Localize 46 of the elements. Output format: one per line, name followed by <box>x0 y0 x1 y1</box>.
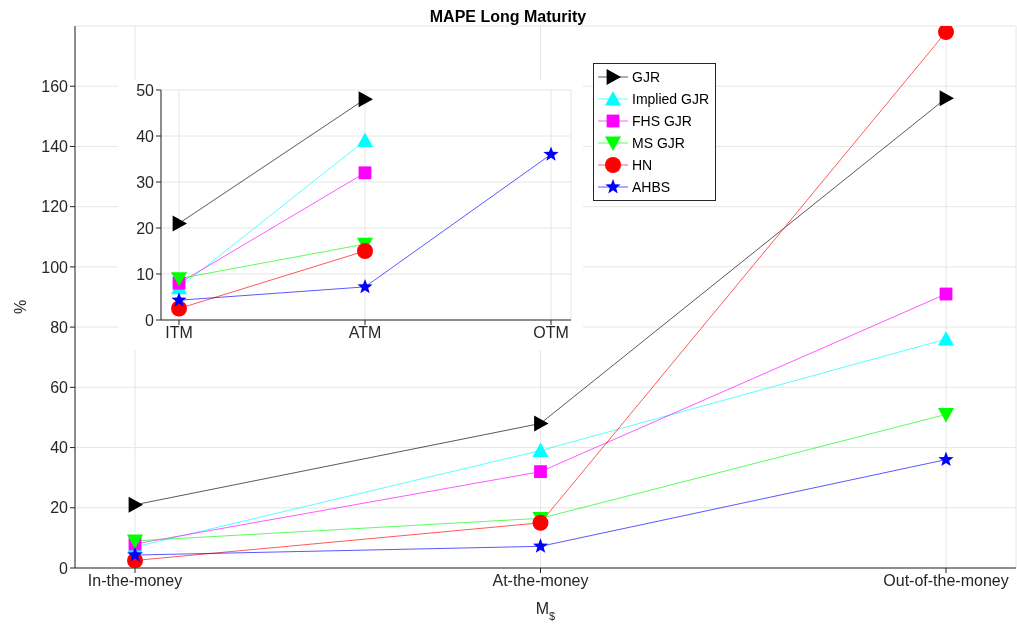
point <box>939 90 954 107</box>
y-axis-title: % <box>12 299 31 315</box>
x-tick-label: In-the-money <box>87 572 183 590</box>
legend-label: Implied GJR <box>632 91 710 107</box>
y-tick-label: 50 <box>136 81 155 99</box>
point <box>938 408 954 423</box>
point <box>127 547 143 562</box>
point <box>532 514 549 531</box>
x-axis-title: M$_{$}$ <box>535 600 556 622</box>
point <box>357 278 373 294</box>
y-tick-label: 20 <box>50 499 69 517</box>
point <box>534 465 547 479</box>
x-tick-label: At-the-money <box>492 572 589 590</box>
point <box>532 442 549 457</box>
y-tick-label: 60 <box>50 379 69 397</box>
point <box>543 146 559 161</box>
y-tick-label: 80 <box>50 318 69 336</box>
y-tick-label: 120 <box>41 198 69 216</box>
point <box>938 26 954 41</box>
point <box>938 331 954 346</box>
legend-label: HN <box>632 157 653 173</box>
y-tick-label: 100 <box>41 258 69 276</box>
y-tick-label: 30 <box>136 173 155 191</box>
point <box>532 538 549 553</box>
legend-label: FHS GJR <box>632 113 692 129</box>
x-tick-label: ATM <box>348 324 382 342</box>
y-tick-label: 10 <box>136 265 155 283</box>
point <box>534 415 549 432</box>
y-tick-label: 20 <box>136 219 155 237</box>
x-tick-label: ITM <box>165 324 193 342</box>
legend-label: MS GJR <box>632 135 685 151</box>
y-tick-label: 160 <box>41 77 69 95</box>
y-tick-label: 0 <box>145 311 155 329</box>
legend-label: AHBS <box>632 179 671 195</box>
y-tick-label: 140 <box>41 138 69 156</box>
point <box>938 451 954 467</box>
point <box>171 292 187 307</box>
x-tick-label: OTM <box>533 324 569 342</box>
point <box>128 496 143 513</box>
legend-label: GJR <box>632 69 660 85</box>
y-tick-label: 40 <box>50 439 69 457</box>
chart-title: MAPE Long Maturity <box>428 8 588 26</box>
point <box>358 166 372 180</box>
y-tick-label: 40 <box>136 127 155 145</box>
x-tick-label: Out-of-the-money <box>883 572 1009 590</box>
y-tick-label: 0 <box>59 559 69 577</box>
